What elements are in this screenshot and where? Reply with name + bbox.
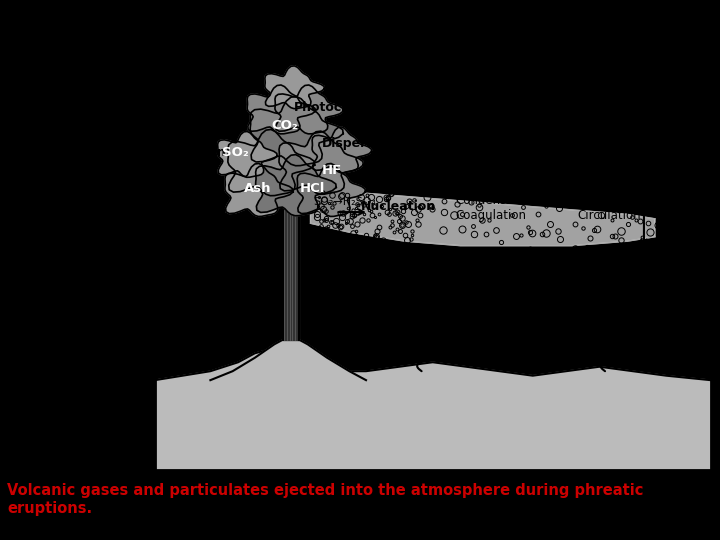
Text: Troposphere: Troposphere	[384, 333, 482, 347]
Text: Sedimentation,
Circulation: Sedimentation, Circulation	[577, 194, 667, 222]
Text: HCl: HCl	[300, 182, 325, 195]
Text: SO₂→H₂SO₄: SO₂→H₂SO₄	[313, 197, 377, 207]
Text: SO₂: SO₂	[222, 146, 248, 159]
Text: Acid Rain: Acid Rain	[343, 272, 409, 285]
Text: Heterochemistry: Heterochemistry	[555, 34, 672, 47]
Text: hv: hv	[408, 70, 422, 83]
Text: Dispersion: Dispersion	[322, 137, 396, 150]
Polygon shape	[250, 97, 343, 166]
Text: CO₂: CO₂	[271, 119, 298, 132]
Polygon shape	[217, 131, 277, 177]
Text: Injection: Injection	[166, 146, 227, 159]
Polygon shape	[247, 85, 315, 134]
Text: HF: HF	[322, 164, 342, 177]
Text: HCl: HCl	[533, 173, 554, 186]
Text: Photochemistry: Photochemistry	[294, 101, 404, 114]
Polygon shape	[256, 154, 336, 216]
Text: Nucleation: Nucleation	[361, 200, 436, 213]
Polygon shape	[155, 349, 711, 470]
Text: ClONO₂: ClONO₂	[533, 146, 579, 159]
Text: HNO₃: HNO₃	[575, 61, 612, 74]
Polygon shape	[225, 164, 293, 217]
Polygon shape	[210, 335, 366, 470]
Text: OH: OH	[408, 97, 426, 110]
Text: Volcanic gases and particulates ejected into the atmosphere during phreatic
erup: Volcanic gases and particulates ejected …	[7, 483, 644, 516]
Text: ClO→O₃: ClO→O₃	[585, 88, 636, 101]
Polygon shape	[283, 210, 300, 340]
Text: Condensation,
Coagulation: Condensation, Coagulation	[455, 194, 540, 222]
Text: Ash: Ash	[244, 182, 271, 195]
Polygon shape	[312, 127, 372, 173]
Polygon shape	[279, 131, 364, 194]
Text: N₂O₅: N₂O₅	[533, 119, 562, 132]
Polygon shape	[265, 66, 325, 109]
Polygon shape	[228, 130, 315, 195]
Text: Stratosphere: Stratosphere	[166, 33, 269, 47]
Text: Cirrus
Nucleation: Cirrus Nucleation	[433, 266, 496, 294]
Polygon shape	[275, 85, 343, 134]
Text: Albedo: Albedo	[436, 70, 484, 83]
Polygon shape	[310, 192, 655, 246]
Polygon shape	[297, 164, 365, 217]
